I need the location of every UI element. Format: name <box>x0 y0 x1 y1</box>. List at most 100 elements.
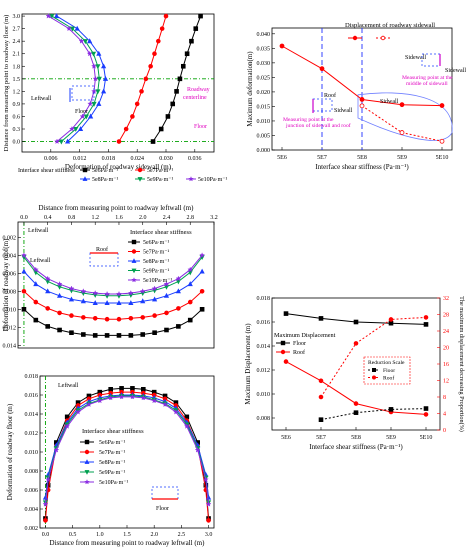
data-point-4 <box>87 100 94 107</box>
legend2-label-1: Roof <box>383 375 394 382</box>
data-point-2 <box>353 410 359 415</box>
data-point-3 <box>82 39 88 45</box>
data-point-2 <box>53 13 60 19</box>
data-point-0 <box>150 139 156 144</box>
data-point-0 <box>184 51 190 57</box>
data-point-0 <box>187 317 193 323</box>
data-point-1 <box>33 299 39 305</box>
series-line-4 <box>23 254 203 295</box>
annotation-centerline-1: Roadway <box>187 87 210 93</box>
annotation-roof: Roof <box>96 246 108 253</box>
data-point-4 <box>92 75 99 82</box>
data-point-4 <box>205 501 212 507</box>
data-point-1 <box>353 401 359 406</box>
data-point-0 <box>189 38 194 44</box>
data-point-2 <box>116 300 122 306</box>
data-point-4 <box>118 393 125 400</box>
y-tick-label: 0.035 <box>257 46 271 52</box>
y-tick-label: 0.9 <box>13 102 21 108</box>
data-point-2 <box>187 281 193 287</box>
legend-label-2: 5e8Pa·m⁻¹ <box>92 177 118 183</box>
legend2-frame <box>363 356 411 385</box>
data-point-1 <box>45 306 50 311</box>
y-tick-label: 0.014 <box>257 344 271 350</box>
y-tick-label: 0.008 <box>257 416 271 422</box>
data-point-1 <box>152 51 157 57</box>
data-point-2 <box>175 288 181 294</box>
legend-marker-4 <box>84 479 90 485</box>
data-point-1 <box>143 76 149 82</box>
data-point-0 <box>359 97 365 102</box>
data-point-3 <box>95 64 101 70</box>
data-point-0 <box>423 322 429 327</box>
chart-a: 0.0 0.3 0.6 0.9 1.2 1.5 1.8 2.1 2.4 2.7 3.0 0.006 0.… <box>3 13 215 171</box>
x-tick-label: 0.036 <box>188 156 202 162</box>
legend-label-3: 5e9Pa·m⁻¹ <box>99 470 125 476</box>
data-point-0 <box>69 330 74 335</box>
x-tick-label: 0.8 <box>68 215 76 221</box>
legend-marker-4 <box>131 277 137 283</box>
data-point-1 <box>43 518 48 523</box>
x-tick-label: 0.030 <box>159 156 173 162</box>
data-point-0 <box>399 102 405 108</box>
data-point-2 <box>77 126 84 132</box>
data-point-1 <box>104 316 110 322</box>
x-axis-label: Distance from measuring point to roadway… <box>50 539 206 547</box>
chart-e: 0.002 0.004 0.006 0.008 0.010 0.012 0.014 0.016… <box>6 374 215 547</box>
y-tick-label: 3.0 <box>13 14 21 20</box>
x-tick-label: 3.2 <box>210 215 218 221</box>
y-axis-label: Maximum Displacement (m) <box>244 323 252 405</box>
annotation-roof: Roof <box>324 92 336 99</box>
data-point-4 <box>64 423 71 429</box>
data-point-0 <box>152 330 157 335</box>
data-point-1 <box>116 139 122 144</box>
annotation-floor: Floor <box>156 506 169 512</box>
x-tick-label: 5E8 <box>351 435 361 441</box>
legend-marker-0 <box>82 167 88 173</box>
data-point-4 <box>173 409 179 415</box>
data-point-2 <box>88 113 94 119</box>
legend2-marker-0 <box>371 367 376 372</box>
data-point-4 <box>45 13 52 19</box>
y-tick-label: 0.012 <box>257 368 271 374</box>
legend-title: Interface shear stiffness <box>82 428 144 435</box>
annotation-floor: Floor <box>75 109 88 115</box>
data-point-2 <box>68 296 75 302</box>
legend2-title: Reduction Scale <box>368 360 405 366</box>
data-point-4 <box>194 446 201 453</box>
data-point-2 <box>318 417 324 422</box>
y-tick-label: 0.006 <box>3 271 17 277</box>
x-axis-label: Interface shear stiffness (Pa·m⁻¹) <box>309 443 403 451</box>
x-tick-label: 0.018 <box>102 156 116 162</box>
legend-title: Interface shear stiffness <box>130 229 192 236</box>
data-point-2 <box>163 292 170 298</box>
legend2-label-0: Floor <box>383 368 395 374</box>
y-tick-label: 0.008 <box>3 289 17 295</box>
data-point-1 <box>134 101 140 107</box>
data-point-4 <box>91 63 97 69</box>
data-point-2 <box>33 281 39 287</box>
legend-label-3: 5e9Pa·m⁻¹ <box>143 269 169 275</box>
chart-title: Displacement of roadway sidewall <box>345 22 435 29</box>
data-point-1 <box>140 315 146 320</box>
x-tick-label: 5E9 <box>397 155 407 161</box>
y-tick-label: 0.000 <box>257 148 271 154</box>
x-tick-label: 1.6 <box>115 215 123 221</box>
y-tick-label: 2.7 <box>13 27 21 33</box>
data-point-2 <box>96 50 102 56</box>
leftwall-box <box>71 85 95 101</box>
data-point-2 <box>388 407 394 412</box>
legend-marker-2 <box>131 258 137 263</box>
data-point-2 <box>92 300 98 306</box>
data-point-3 <box>388 317 394 322</box>
annotation-floor2: Floor <box>194 124 207 130</box>
y-tick-label: 0.014 <box>3 343 17 349</box>
x-tick-label: 0.024 <box>130 156 144 162</box>
legend-marker-4 <box>188 176 194 182</box>
data-point-4 <box>45 476 52 482</box>
annotation-middle-2: middle of sidewall <box>406 80 448 87</box>
chart-c: 0.002 0.004 0.006 0.008 0.010 0.012 0.014 0.0 0.… <box>2 204 218 349</box>
data-point-4 <box>80 288 87 294</box>
data-point-1 <box>176 306 181 311</box>
